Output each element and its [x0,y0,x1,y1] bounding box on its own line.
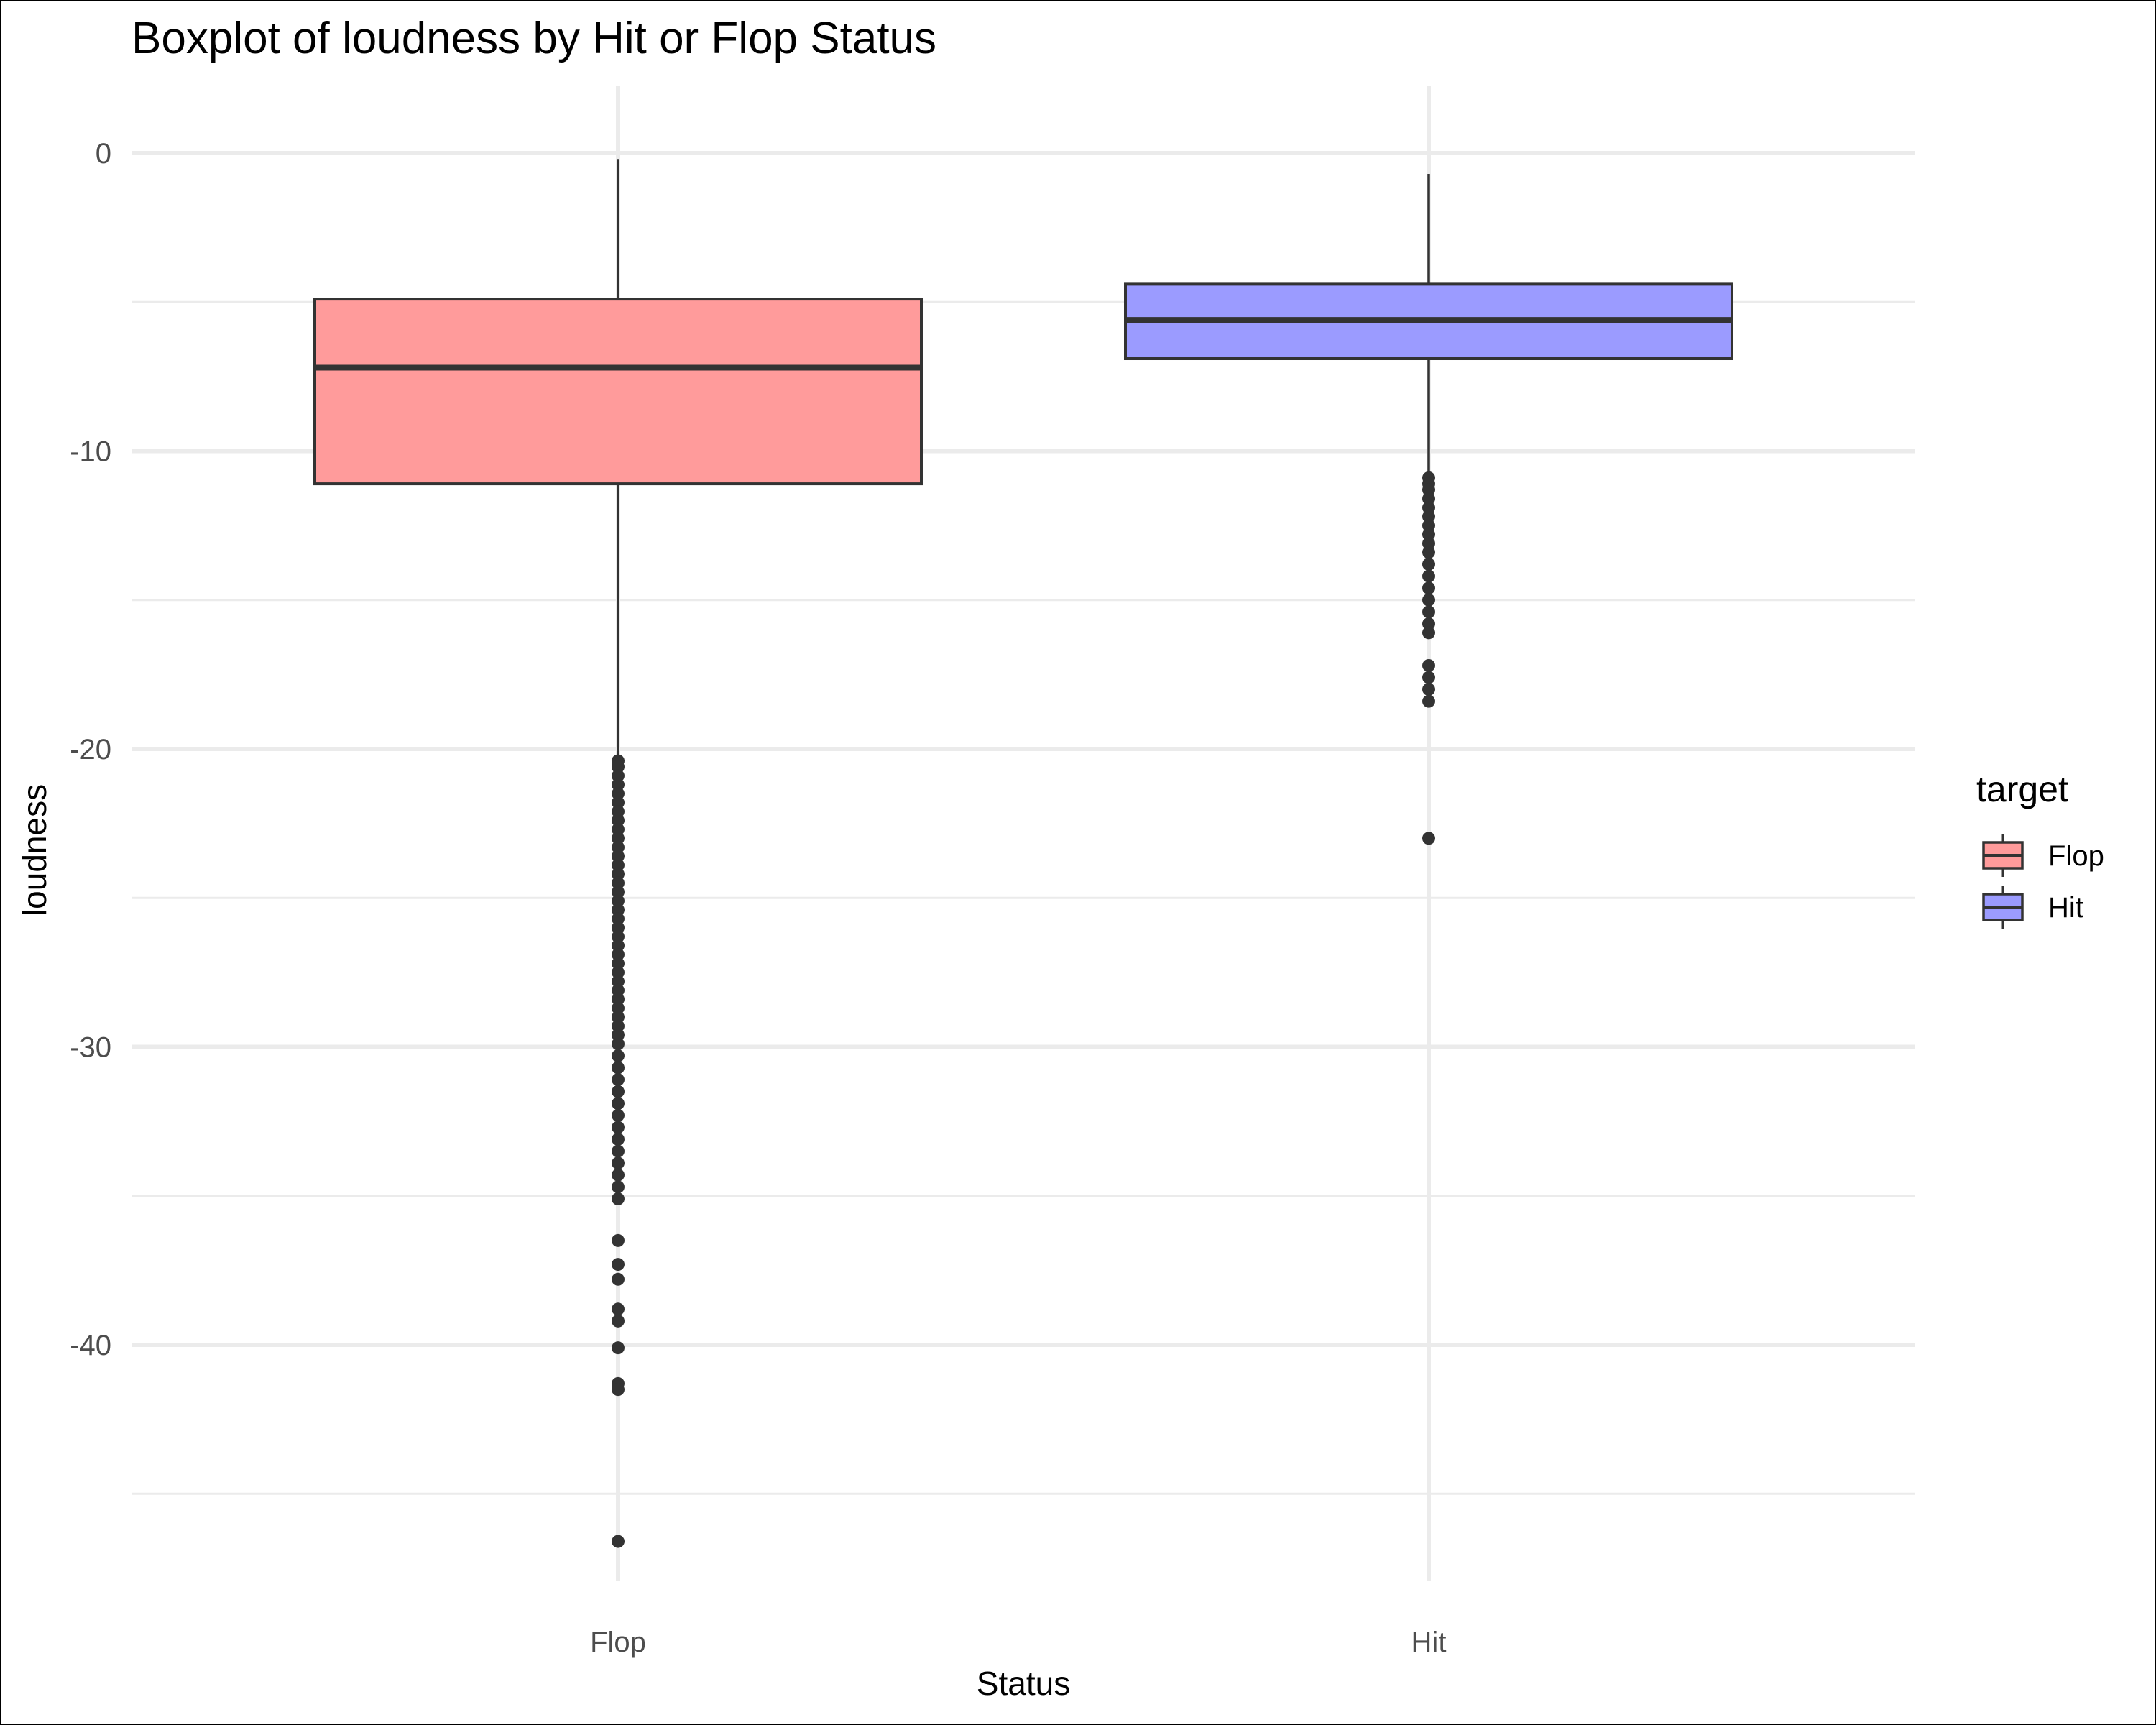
outlier-point [612,983,625,997]
x-tick-label: Flop [590,1627,646,1658]
outlier-point [612,1341,625,1355]
y-axis-tick-labels: 0 -10 -20 -30 -40 [70,138,111,1361]
legend-title: target [1976,769,2068,809]
outlier-point [612,957,625,970]
outlier-point [612,1156,625,1170]
outlier-point [1422,519,1435,533]
boxes [313,159,1733,758]
outliers [612,471,1435,1548]
outlier-point [612,1028,625,1041]
outlier-point [612,1085,625,1098]
outlier-point [612,1302,625,1316]
outlier-point [612,1233,625,1247]
box-body [313,298,923,486]
outlier-point [1422,483,1435,497]
outlier-point [1422,536,1435,550]
outlier-point [1422,694,1435,708]
legend-item-hit: Hit [1982,886,2083,929]
box-hit [1124,174,1733,478]
outlier-point [1422,605,1435,619]
outlier-point [612,1097,625,1110]
outlier-point [612,876,625,890]
outlier-point [612,1121,625,1134]
outlier-point [612,1314,625,1328]
outlier-point [1422,501,1435,515]
outlier-point [612,796,625,809]
outlier-point [612,1168,625,1182]
x-axis-tick-labels: Flop Hit [590,1627,1446,1658]
outlier-point [612,1144,625,1158]
outlier-point [1422,510,1435,523]
outlier-point [612,1073,625,1087]
outlier-point [612,912,625,926]
legend-label: Hit [2048,892,2083,924]
outlier-point [612,939,625,952]
outlier-point [612,1019,625,1033]
legend-item-flop: Flop [1982,834,2104,877]
outlier-point [1422,683,1435,696]
legend-label: Flop [2048,840,2104,872]
chart-title: Boxplot of loudness by Hit or Flop Statu… [132,14,936,63]
outlier-point [612,778,625,791]
outlier-point [612,1037,625,1051]
outlier-point [612,965,625,979]
outlier-point [612,769,625,783]
outlier-point [1422,658,1435,672]
outlier-point [612,993,625,1006]
outlier-point [612,832,625,845]
outlier-point [1422,492,1435,505]
legend: target Flop Hit [1976,769,2104,929]
outlier-point [612,1108,625,1122]
outlier-point [612,930,625,944]
outlier-point [612,814,625,827]
y-tick-label: 0 [96,138,111,170]
outlier-point [1422,558,1435,571]
outlier-point [1422,569,1435,583]
outlier-point [1422,617,1435,630]
outlier-point [612,1272,625,1286]
outlier-point [612,1192,625,1205]
outlier-point [612,805,625,819]
outlier-point [612,1535,625,1548]
outlier-point [612,1049,625,1062]
outlier-point [612,858,625,872]
outlier-point [612,921,625,934]
outlier-point [1422,832,1435,845]
outlier-point [1422,528,1435,541]
x-axis-title: Status [977,1665,1070,1702]
y-axis-title: loudness [16,784,53,916]
outlier-point [612,894,625,908]
outlier-point [612,850,625,863]
outlier-point [612,822,625,836]
outlier-point [612,975,625,988]
outlier-point [612,1061,625,1075]
outlier-point [1422,581,1435,595]
outlier-point [612,1180,625,1194]
outlier-point [612,1132,625,1146]
outlier-point [612,868,625,881]
x-tick-label: Hit [1411,1627,1447,1658]
outlier-point [612,1011,625,1024]
outlier-point [612,840,625,854]
y-tick-label: -40 [70,1330,111,1361]
outlier-point [612,1383,625,1397]
outlier-point [612,903,625,916]
outlier-point [612,948,625,962]
outlier-point [1422,671,1435,684]
outlier-point [612,760,625,773]
y-tick-label: -20 [70,734,111,765]
outlier-point [612,1258,625,1271]
box-flop [313,159,923,758]
y-tick-label: -10 [70,436,111,468]
outlier-point [612,1001,625,1015]
y-tick-label: -30 [70,1032,111,1064]
outlier-point [1422,593,1435,607]
outlier-point [1422,546,1435,559]
outlier-point [612,885,625,898]
outlier-point [1422,626,1435,640]
outlier-point [612,787,625,801]
